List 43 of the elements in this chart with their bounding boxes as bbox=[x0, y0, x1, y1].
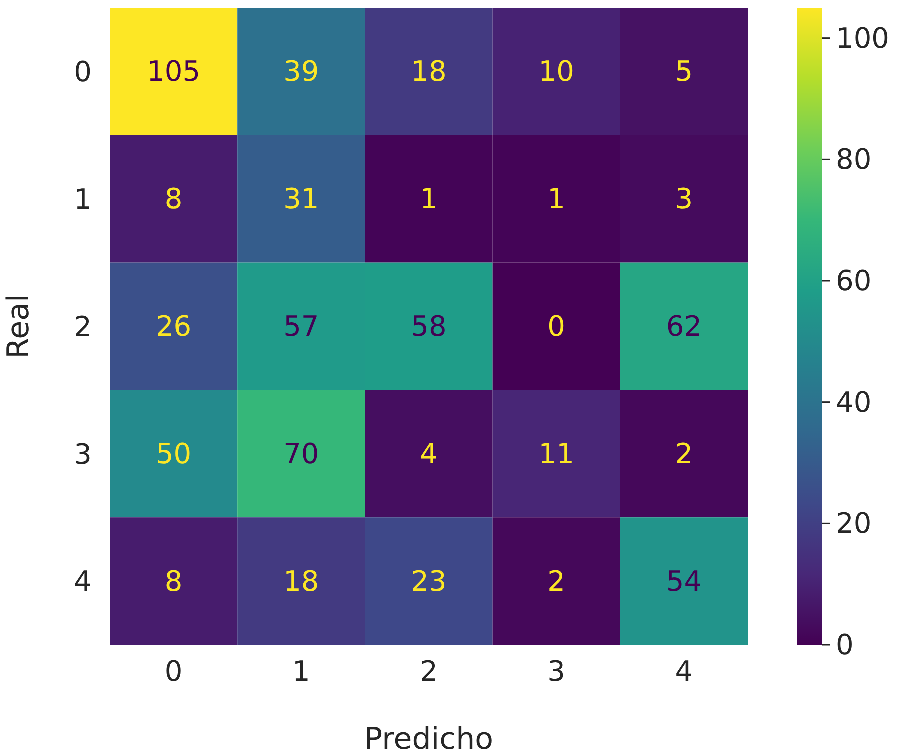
y-tick-label: 2 bbox=[74, 310, 92, 344]
color-bar-label: 40 bbox=[836, 386, 872, 419]
data-label: 1 bbox=[548, 182, 566, 216]
data-label: 5 bbox=[675, 55, 694, 88]
data-label: 2 bbox=[548, 564, 566, 598]
x-tick-label: 0 bbox=[164, 654, 183, 688]
y-tick-label: 0 bbox=[74, 56, 92, 89]
x-tick-label: 4 bbox=[675, 654, 694, 688]
data-label: 54 bbox=[666, 564, 702, 598]
data-label: 2 bbox=[675, 437, 694, 470]
color-bar-label: 20 bbox=[836, 507, 872, 540]
data-label: 18 bbox=[284, 564, 320, 598]
data-label: 57 bbox=[284, 310, 320, 343]
x-tick-label: 2 bbox=[420, 654, 438, 688]
data-label: 10 bbox=[538, 55, 574, 88]
data-label: 105 bbox=[147, 55, 201, 88]
data-label: 8 bbox=[164, 564, 183, 598]
data-label: 39 bbox=[284, 55, 320, 88]
color-bar-label: 80 bbox=[836, 143, 872, 176]
x-tick-label: 3 bbox=[548, 654, 566, 688]
data-label: 23 bbox=[411, 564, 447, 598]
data-label: 4 bbox=[420, 437, 438, 470]
color-bar-label: 100 bbox=[836, 22, 890, 55]
y-tick-label: 1 bbox=[74, 183, 92, 216]
data-label: 62 bbox=[666, 310, 702, 343]
y-axis-title: Real bbox=[2, 294, 37, 359]
color-bar-label: 0 bbox=[836, 628, 854, 662]
data-label: 8 bbox=[164, 182, 183, 216]
x-axis-title: Predicho bbox=[364, 722, 494, 751]
data-label: 31 bbox=[284, 182, 320, 216]
data-label: 26 bbox=[156, 310, 192, 343]
data-label: 1 bbox=[420, 182, 438, 216]
data-label: 11 bbox=[538, 437, 574, 470]
data-label: 0 bbox=[548, 310, 566, 343]
y-tick-label: 4 bbox=[74, 565, 92, 598]
data-label: 50 bbox=[156, 437, 192, 470]
data-label: 3 bbox=[675, 182, 694, 216]
color-bar-label: 60 bbox=[836, 264, 872, 298]
data-label: 58 bbox=[411, 310, 447, 343]
x-tick-label: 1 bbox=[292, 654, 310, 688]
data-label: 18 bbox=[411, 55, 447, 88]
data-label: 70 bbox=[284, 437, 320, 470]
y-tick-label: 3 bbox=[74, 438, 92, 471]
